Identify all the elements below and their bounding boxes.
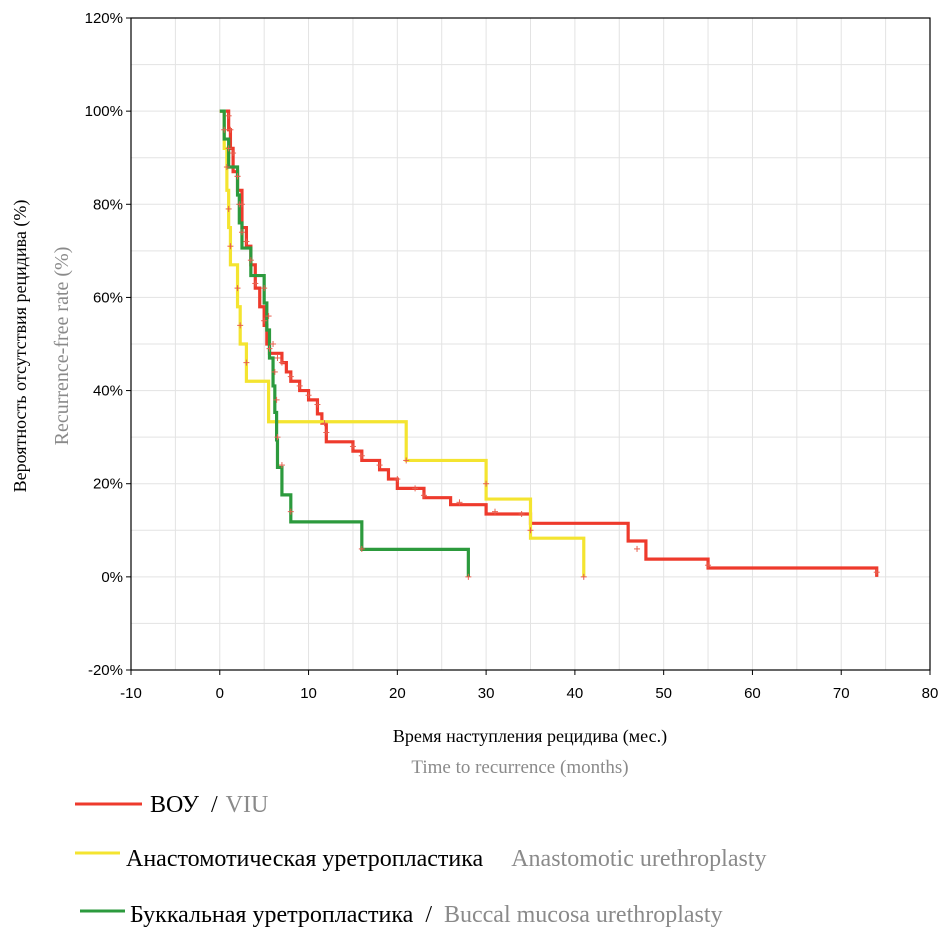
x-tick-label: 60: [744, 685, 761, 702]
legend-item-anastomotic: Анастомотическая уретропластика Anastomo…: [75, 846, 766, 872]
y-tick-label: 80%: [93, 196, 123, 213]
series-line-2: [219, 109, 470, 577]
series-line-1: [219, 109, 586, 577]
censor-mark: [243, 238, 250, 245]
axis-ticks: -10 0 10 20 30 40 50 60 70 80 -20% 0% 20% 40% 60% 80% 10…: [85, 10, 939, 702]
legend-buccal-sep: /: [425, 902, 432, 928]
censor-mark: [483, 480, 490, 487]
censor-mark: [227, 243, 234, 250]
censor-mark: [420, 492, 427, 499]
censor-mark: [527, 527, 534, 534]
legend-anastomotic-ru: Анастомотическая уретропластика: [126, 846, 484, 872]
y-tick-label: 0%: [101, 569, 123, 586]
censor-mark: [225, 145, 232, 152]
censor-mark: [238, 229, 245, 236]
censor-mark: [278, 462, 285, 469]
x-tick-label: 30: [478, 685, 495, 702]
censor-mark: [287, 373, 294, 380]
legend-viu-ru: ВОУ: [150, 792, 199, 818]
y-tick-label: 60%: [93, 289, 123, 306]
x-axis-title-ru: Время наступления рецидива (мес.): [393, 726, 667, 747]
censor-mark: [243, 359, 250, 366]
censor-mark: [634, 545, 641, 552]
x-tick-label: 0: [216, 685, 224, 702]
censor-mark: [705, 562, 712, 569]
censor-mark: [873, 569, 880, 576]
censor-mark: [321, 420, 328, 427]
censor-mark: [349, 443, 356, 450]
x-tick-label: 40: [567, 685, 584, 702]
censor-mark: [266, 345, 273, 352]
censor-mark: [278, 359, 285, 366]
censor-mark: [230, 150, 237, 157]
censor-mark: [221, 126, 228, 133]
y-tick-label: 40%: [93, 383, 123, 400]
censor-mark: [296, 382, 303, 389]
censor-mark: [323, 429, 330, 436]
y-axis-title-ru: Вероятность отсутствия рецидива (%): [10, 200, 31, 493]
censor-mark: [252, 280, 259, 287]
x-tick-label: 70: [833, 685, 850, 702]
plot-frame: [130, 17, 931, 671]
censor-mark: [376, 462, 383, 469]
censor-mark: [580, 573, 587, 580]
legend-item-viu: ВОУ / VIU: [75, 792, 268, 818]
y-tick-label: 20%: [93, 476, 123, 493]
censor-mark: [274, 434, 281, 441]
censor-mark: [394, 476, 401, 483]
x-tick-label: 20: [389, 685, 406, 702]
censor-mark: [274, 354, 281, 361]
censor-mark: [234, 173, 241, 180]
censor-mark: [247, 257, 254, 264]
censor-mark: [234, 285, 241, 292]
x-tick-label: 80: [922, 685, 939, 702]
legend: ВОУ / VIU Анастомотическая уретропластик…: [75, 792, 766, 928]
censor-mark: [261, 285, 268, 292]
legend-buccal-en: Buccal mucosa urethroplasty: [444, 902, 723, 928]
x-tick-label: 50: [655, 685, 672, 702]
censor-mark: [273, 396, 280, 403]
censor-mark: [236, 201, 243, 208]
legend-buccal-ru: Буккальная уретропластика: [130, 902, 414, 928]
grid-lines: [131, 18, 930, 670]
censor-mark: [287, 508, 294, 515]
censor-mark: [358, 545, 365, 552]
censor-mark: [314, 401, 321, 408]
legend-viu-en: VIU: [226, 792, 269, 818]
x-tick-label: 10: [300, 685, 317, 702]
censor-mark: [305, 392, 312, 399]
censor-mark: [225, 205, 232, 212]
censor-mark: [456, 499, 463, 506]
series-lines: [219, 109, 880, 580]
censor-mark: [518, 510, 525, 517]
legend-viu-sep: /: [211, 792, 218, 818]
legend-label-anastomotic: Анастомотическая уретропластика Anastomo…: [126, 846, 766, 872]
censor-mark: [271, 368, 278, 375]
y-tick-label: 100%: [85, 103, 123, 120]
x-axis-title-en: Time to recurrence (months): [411, 757, 628, 778]
censor-mark: [491, 508, 498, 515]
legend-item-buccal: Буккальная уретропластика / Buccal mucos…: [80, 902, 723, 928]
legend-label-viu: ВОУ / VIU: [150, 792, 268, 818]
censor-mark: [270, 341, 277, 347]
y-axis-title-en: Recurrence-free rate (%): [51, 247, 73, 446]
censor-mark: [223, 164, 230, 171]
censor-mark: [403, 457, 410, 464]
censor-mark: [261, 317, 268, 324]
y-tick-label: 120%: [85, 10, 123, 27]
censor-mark: [412, 485, 419, 492]
censor-mark: [237, 322, 244, 329]
x-tick-label: -10: [120, 685, 142, 702]
censor-mark: [465, 573, 472, 580]
censor-mark: [225, 112, 232, 119]
y-tick-label: -20%: [88, 662, 123, 679]
censor-mark: [358, 452, 365, 459]
censor-mark: [265, 313, 272, 320]
legend-anastomotic-en: Anastomotic urethroplasty: [511, 846, 766, 872]
legend-label-buccal: Буккальная уретропластика / Buccal mucos…: [130, 902, 723, 928]
censor-mark: [227, 126, 234, 133]
